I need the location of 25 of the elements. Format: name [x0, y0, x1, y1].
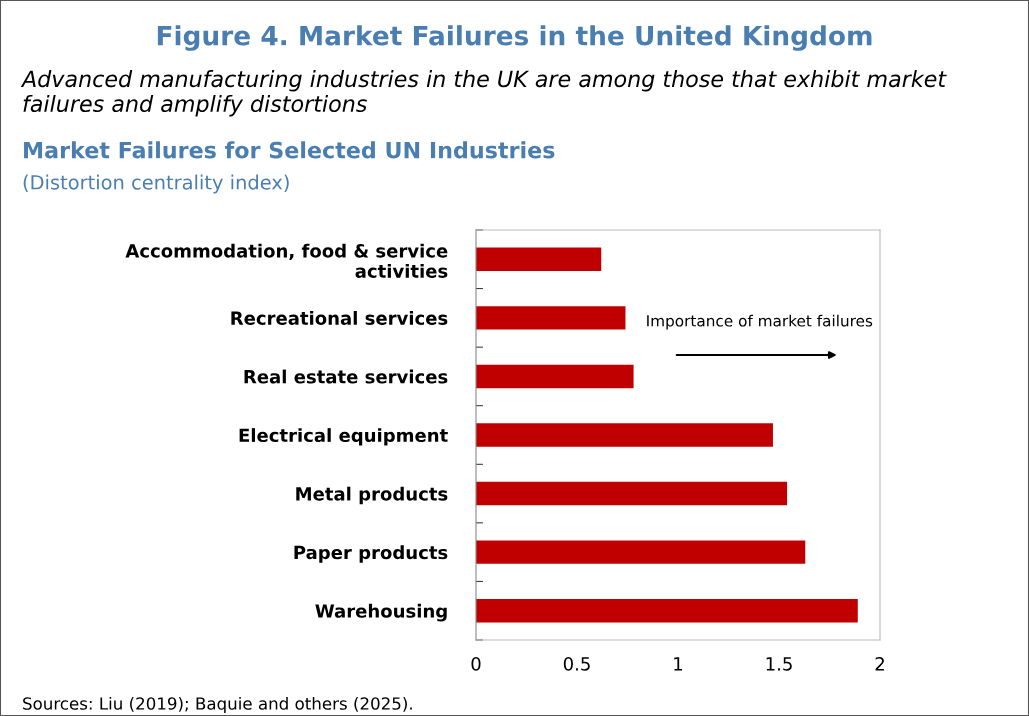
bar: [476, 599, 858, 623]
y-tick-label: Metal products: [296, 486, 448, 505]
bar: [476, 364, 634, 389]
y-tick-label: Warehousing: [315, 603, 447, 622]
y-tick-label: Electrical equipment: [239, 428, 448, 446]
x-tick-label: 1.5: [766, 657, 792, 671]
bar: [476, 306, 626, 330]
y-tick-label: Real estate services: [244, 369, 448, 384]
y-tick-label: Paper products: [294, 545, 448, 563]
bar: [476, 247, 602, 271]
x-tick-label: 2: [875, 656, 884, 671]
x-tick-label: 0.5: [563, 656, 590, 671]
bar: [476, 481, 788, 506]
y-tick-label: Accommodation, food & service activities: [125, 243, 448, 278]
x-tick-label: 0: [471, 656, 481, 671]
bar: [476, 423, 773, 447]
chart-subtitle: Advanced manufacturing industries in the UK are among those that exhibit market failures and amplify distortions: [20, 70, 947, 117]
bar: [476, 540, 806, 564]
chart-title: Figure 4. Market Failures in the United Kingdom: [157, 25, 872, 51]
annotation: Importance of market failures: [647, 314, 873, 330]
x-tick-label: 1: [674, 657, 683, 671]
x-axis-title: (Distortion centrality index): [23, 174, 289, 194]
y-axis-title: Market Failures for Selected UN Industries: [24, 141, 555, 159]
y-tick-label: Recreational services: [231, 311, 448, 325]
source-note: Sources: Liu (2019); Baquie and others (2025).: [23, 696, 412, 714]
